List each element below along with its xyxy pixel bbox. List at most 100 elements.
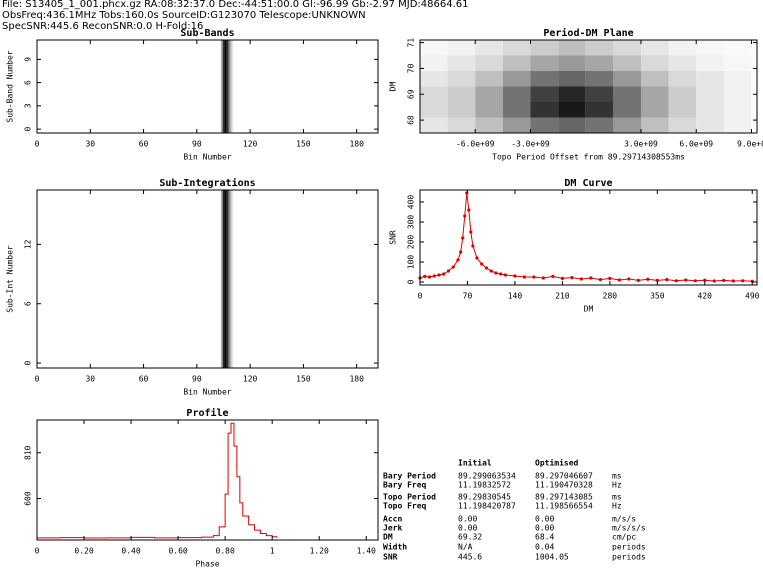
stripe-column — [222, 190, 225, 368]
stripe-column — [224, 190, 227, 368]
table-cell: Topo Period — [383, 492, 436, 502]
data-point — [532, 275, 536, 279]
x-tick-label: 150 — [296, 140, 311, 149]
heatmap-cell — [668, 55, 697, 71]
data-point — [467, 208, 471, 212]
heatmap-cell — [502, 40, 531, 56]
heatmap-cell — [613, 71, 641, 87]
table-cell: 11.19832572 — [458, 481, 511, 490]
x-tick-label: 140 — [508, 292, 523, 301]
heatmap-cell — [668, 40, 697, 56]
heatmap-cell — [502, 102, 531, 118]
heatmap-cell — [640, 102, 669, 118]
table-cell: 0.00 — [535, 515, 554, 524]
heatmap-cell — [475, 86, 503, 102]
data-point — [608, 276, 612, 280]
x-tick-label: 1.40 — [357, 547, 376, 556]
data-point — [560, 276, 564, 280]
table-cell: 89.29830545 — [458, 493, 511, 502]
heatmap-cell — [447, 102, 476, 118]
data-point — [469, 230, 473, 234]
table-header: Optimised — [535, 458, 579, 468]
chart-title: Sub-Bands — [180, 28, 234, 39]
table-cell: 445.6 — [458, 553, 482, 562]
heatmap-cell — [475, 117, 503, 133]
x-axis-label: Phase — [195, 560, 219, 569]
table-cell: 11.198566554 — [535, 502, 593, 511]
data-point — [451, 265, 455, 269]
x-tick-label: 180 — [349, 140, 364, 149]
data-point — [722, 278, 726, 282]
table-cell: cm/pc — [612, 533, 636, 542]
heatmap-cell — [447, 117, 476, 133]
heatmap-cell — [475, 40, 503, 56]
data-point — [541, 276, 546, 280]
heatmap-cell — [696, 40, 724, 56]
y-tick-label: 810 — [24, 445, 33, 460]
stripe-column — [224, 40, 227, 133]
table-cell: 0.00 — [458, 515, 477, 524]
table-cell: 1004.05 — [535, 553, 569, 562]
table-cell: m/s/s/s — [612, 524, 646, 533]
heatmap-cell — [723, 55, 752, 71]
heatmap-cell — [613, 86, 641, 102]
stripe-column — [222, 40, 225, 133]
table-cell: Width — [383, 542, 407, 552]
heatmap-cell — [640, 55, 669, 71]
heatmap-cell — [613, 40, 641, 56]
data-point — [513, 274, 517, 278]
heatmap-cell — [585, 86, 614, 102]
chart-title: Period-DM Plane — [543, 27, 633, 39]
y-tick-label: 100 — [407, 255, 416, 270]
table-cell: 89.299063534 — [458, 472, 516, 481]
x-tick-label: 0 — [418, 292, 423, 301]
heatmap-cell — [558, 71, 586, 87]
table-cell: Jerk — [383, 524, 402, 533]
data-point — [461, 236, 465, 240]
table-cell: 11.190470328 — [535, 481, 593, 490]
y-tick-label: 300 — [407, 215, 416, 230]
heatmap-cell — [668, 117, 697, 133]
table-cell: Hz — [612, 502, 622, 511]
x-tick-label: 350 — [650, 292, 665, 301]
heatmap-cell — [613, 117, 641, 133]
stripe-column — [226, 40, 228, 133]
heatmap-cell — [723, 102, 752, 118]
x-tick-label: 0.60 — [168, 547, 187, 556]
heatmap-cell — [502, 86, 531, 102]
heatmap-cell — [723, 86, 752, 102]
data-point — [617, 278, 621, 282]
table-cell: Hz — [612, 481, 622, 490]
x-tick-label: 70 — [463, 292, 473, 301]
heatmap-cell — [558, 40, 586, 56]
heatmap-cell — [696, 71, 724, 87]
data-point — [731, 279, 735, 283]
plot-frame — [419, 189, 758, 286]
x-tick-label: 0 — [35, 140, 40, 149]
heatmap-cell — [640, 86, 669, 102]
x-tick-label: 3.0e+09 — [624, 140, 658, 149]
heatmap-cell — [696, 86, 724, 102]
stripe-column — [226, 190, 228, 368]
table-cell: ms — [612, 472, 622, 481]
stripe-column — [229, 40, 232, 133]
heatmap-cell — [696, 55, 724, 71]
stripe-column — [231, 190, 234, 368]
heatmap-cell — [447, 86, 476, 102]
heatmap-cell — [530, 71, 559, 87]
data-point — [503, 273, 508, 277]
x-tick-label: 1 — [270, 547, 275, 556]
heatmap-cell — [668, 102, 697, 118]
data-point — [674, 279, 678, 283]
data-point — [646, 277, 650, 281]
table-cell: 0.00 — [535, 524, 554, 533]
heatmap-cell — [447, 55, 476, 71]
x-tick-label: 90 — [192, 140, 202, 149]
y-tick-label: 200 — [407, 235, 416, 250]
heatmap-cell — [420, 55, 448, 71]
y-tick-label: 3 — [24, 103, 33, 108]
x-tick-label: 6.0e+09 — [679, 140, 713, 149]
table-cell: 0.04 — [535, 543, 554, 552]
table-cell: 11.198420787 — [458, 502, 516, 511]
